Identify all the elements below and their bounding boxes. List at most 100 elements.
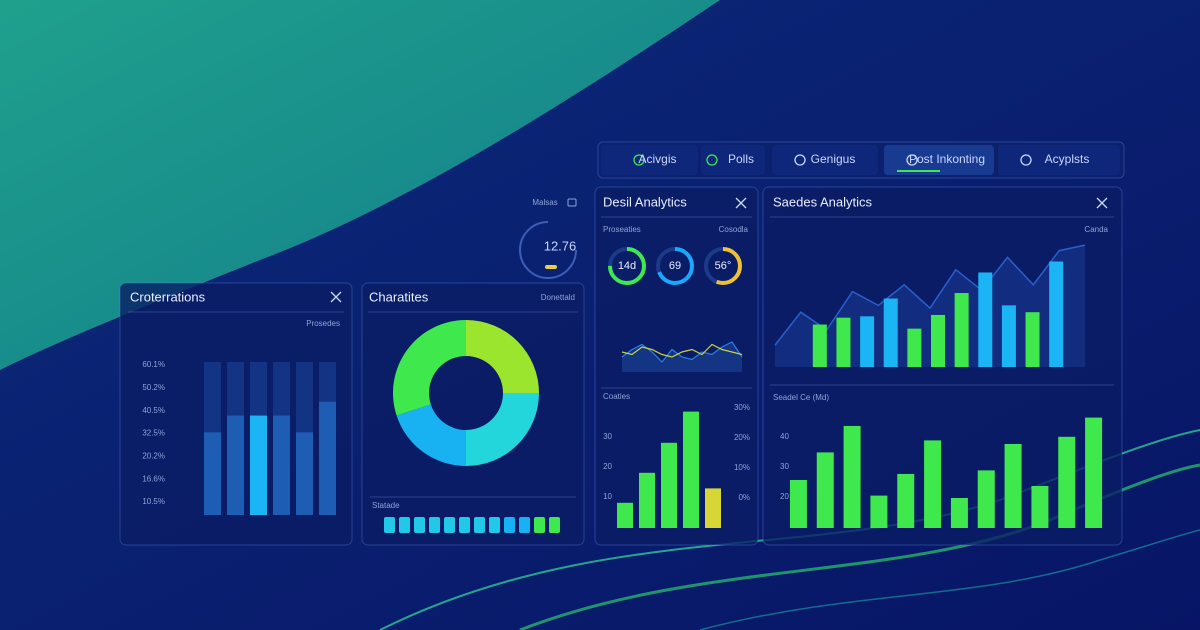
bar <box>883 298 898 367</box>
gauge-arc <box>704 247 742 285</box>
axis-label: 60.1% <box>142 360 165 369</box>
progress-pip <box>429 517 440 533</box>
tab-label: Acivgis <box>638 152 676 166</box>
label: Cosodla <box>719 225 749 234</box>
axis-label: 30 <box>603 432 612 441</box>
tab-icon <box>633 154 645 166</box>
bar <box>705 488 721 528</box>
close-icon[interactable] <box>1096 197 1108 209</box>
bar <box>860 316 875 367</box>
bar <box>273 415 290 515</box>
axis-label: 10 <box>603 492 612 501</box>
donut-segment <box>466 393 539 466</box>
progress-pip <box>444 517 455 533</box>
tab[interactable] <box>772 145 878 175</box>
progress-pip <box>414 517 425 533</box>
bar <box>617 502 633 528</box>
tab[interactable] <box>601 145 698 175</box>
bar <box>978 272 993 367</box>
gauge-label: 14d <box>618 260 636 272</box>
bar <box>812 324 827 367</box>
donut-segment <box>466 320 539 393</box>
widget-label: Malsas <box>532 198 557 207</box>
axis-label: 30 <box>780 462 789 471</box>
panel-title: Charatites <box>369 289 429 304</box>
footer-label: Statade <box>372 501 400 510</box>
progress-pip <box>474 517 485 533</box>
bar <box>870 495 888 528</box>
gauge-label: 69 <box>669 260 681 272</box>
bar <box>1025 312 1040 367</box>
bar <box>1001 305 1016 367</box>
teal-band <box>0 0 720 370</box>
axis-label: 0% <box>738 493 750 502</box>
bar <box>1004 444 1022 528</box>
axis-label: 30% <box>734 403 750 412</box>
tab[interactable] <box>998 145 1120 175</box>
tab-icon <box>706 154 718 166</box>
widget-bar <box>545 265 557 269</box>
axis-label: 20 <box>780 492 789 501</box>
progress-pip <box>519 517 530 533</box>
bar <box>1058 436 1076 528</box>
bar <box>907 328 922 367</box>
bar <box>897 474 915 528</box>
wave <box>699 529 1200 630</box>
axis-label: 40.5% <box>142 406 165 415</box>
bar <box>250 415 267 515</box>
progress-pip <box>489 517 500 533</box>
axis-label: 40 <box>780 432 789 441</box>
tab-icon <box>1020 154 1032 166</box>
line <box>621 341 743 363</box>
bar <box>1085 417 1103 528</box>
gauge-label: 56° <box>715 260 732 272</box>
ui-layer: Acivgis Polls Genigus Post Inkonting Acyplst… <box>119 141 1125 546</box>
tab-label: Genigus <box>811 152 856 166</box>
donut-segment <box>393 320 466 416</box>
axis-label: 20 <box>603 462 612 471</box>
bar <box>789 480 807 528</box>
chart-title: Seadel Ce (Md) <box>773 393 829 402</box>
panel-title: Saedes Analytics <box>773 194 873 209</box>
bar <box>683 411 699 528</box>
axis-label: 16.6% <box>142 474 165 483</box>
panel-subtitle: Prosedes <box>306 319 340 328</box>
bar <box>227 415 244 515</box>
bar <box>931 314 945 367</box>
progress-pip <box>534 517 545 533</box>
panel-title: Croterrations <box>130 289 206 304</box>
bar <box>950 498 968 528</box>
tab-icon <box>906 154 918 166</box>
close-icon[interactable] <box>735 197 747 209</box>
label: Proseaties <box>603 225 641 234</box>
bar <box>924 440 942 528</box>
wave <box>519 463 1200 630</box>
progress-pip <box>459 517 470 533</box>
tab[interactable] <box>701 145 765 175</box>
gauge-arc <box>656 247 694 285</box>
bar <box>977 470 995 528</box>
bar <box>1049 261 1064 367</box>
progress-pip <box>399 517 410 533</box>
bar <box>1031 486 1049 528</box>
axis-label: 50.2% <box>142 383 165 392</box>
axis-label: 32.5% <box>142 429 165 438</box>
tab-icon <box>794 154 806 166</box>
axis-label: 10% <box>734 463 750 472</box>
axis-label: 20% <box>734 433 750 442</box>
tab[interactable] <box>884 145 994 175</box>
chart-title: Coaties <box>603 392 630 401</box>
widget-icon <box>567 198 577 207</box>
bar <box>661 442 677 528</box>
panel <box>119 282 353 546</box>
bar <box>204 432 221 515</box>
tab-label: Post Inkonting <box>909 152 985 166</box>
widget-value: 12.76 <box>544 238 577 253</box>
panel-subtitle: Donettald <box>541 293 575 302</box>
axis-label: 20.2% <box>142 451 165 460</box>
tab-label: Polls <box>728 152 754 166</box>
close-icon[interactable] <box>330 291 342 303</box>
panel-title: Desil Analytics <box>603 194 687 209</box>
